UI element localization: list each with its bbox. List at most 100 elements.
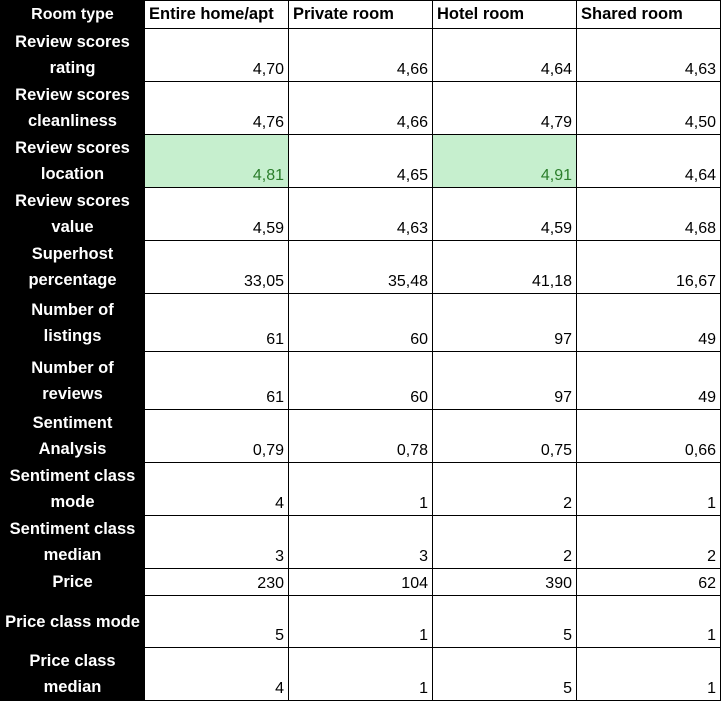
table-row: Number of reviews 61 60 97 49: [0, 351, 721, 410]
column-header-entire-home: Entire home/apt: [144, 0, 289, 29]
row-header-line2: location: [40, 165, 105, 183]
row-header: Number of listings: [0, 293, 145, 352]
row-header: Price class mode: [0, 595, 145, 648]
table-cell: 4,76: [144, 81, 289, 135]
row-header: Price class median: [0, 647, 145, 701]
table-cell: 33,05: [144, 240, 289, 294]
table-cell: 4: [144, 647, 289, 701]
table-cell: 4,64: [576, 134, 721, 188]
row-header-line1: Sentiment class: [9, 520, 136, 538]
row-header-line1: Review scores: [15, 33, 130, 51]
table-cell: 4,66: [288, 81, 433, 135]
table-cell: 4,79: [432, 81, 577, 135]
column-header-hotel-room: Hotel room: [432, 0, 577, 29]
table-cell: 4,70: [144, 28, 289, 82]
table-cell: 97: [432, 293, 577, 352]
table-cell: 0,79: [144, 409, 289, 463]
table-cell: 97: [432, 351, 577, 410]
table-cell: 4,63: [288, 187, 433, 241]
table-cell: 49: [576, 351, 721, 410]
column-header-private-room: Private room: [288, 0, 433, 29]
table-cell: 4,50: [576, 81, 721, 135]
row-header-line2: value: [51, 218, 94, 236]
row-header-line2: reviews: [42, 384, 103, 403]
table-cell: 4,59: [432, 187, 577, 241]
row-header-line2: listings: [43, 326, 102, 345]
table-row: Sentiment Analysis 0,79 0,78 0,75 0,66: [0, 409, 721, 463]
row-header-line1: Number of: [31, 358, 114, 377]
row-header: Review scores value: [0, 187, 145, 241]
table-cell: 1: [576, 595, 721, 648]
table-row: Price class median 4 1 5 1: [0, 647, 721, 701]
row-header-line1: Sentiment class: [9, 467, 136, 485]
table-cell: 4,63: [576, 28, 721, 82]
table-cell: 4,68: [576, 187, 721, 241]
table-cell: 5: [144, 595, 289, 648]
table-cell: 3: [144, 515, 289, 569]
table-row: Price 230 104 390 62: [0, 568, 721, 596]
row-header-line1: Review scores: [15, 86, 130, 104]
table-cell: 1: [288, 647, 433, 701]
row-header-line2: Analysis: [38, 440, 107, 458]
table-row: Sentiment class mode 4 1 2 1: [0, 462, 721, 516]
row-header: Number of reviews: [0, 351, 145, 410]
table-cell: 4,91: [432, 134, 577, 188]
table-row: Superhost percentage 33,05 35,48 41,18 16,67: [0, 240, 721, 294]
table-cell: 60: [288, 351, 433, 410]
table-cell: 1: [576, 462, 721, 516]
table-cell: 4,81: [144, 134, 289, 188]
table-cell: 60: [288, 293, 433, 352]
row-header: Review scores rating: [0, 28, 145, 82]
table-cell: 4,59: [144, 187, 289, 241]
corner-header: Room type: [0, 0, 145, 29]
table-row: Review scores location 4,81 4,65 4,91 4,64: [0, 134, 721, 188]
table-cell: 4,64: [432, 28, 577, 82]
table-cell: 16,67: [576, 240, 721, 294]
table-row: Sentiment class median 3 3 2 2: [0, 515, 721, 569]
table-cell: 35,48: [288, 240, 433, 294]
row-header-line1: Review scores: [15, 192, 130, 210]
table-cell: 0,75: [432, 409, 577, 463]
row-header: Sentiment class median: [0, 515, 145, 569]
table-cell: 2: [432, 515, 577, 569]
table-cell: 5: [432, 647, 577, 701]
table-cell: 5: [432, 595, 577, 648]
header-row: Room type Entire home/apt Private room H…: [0, 0, 721, 29]
row-header: Sentiment class mode: [0, 462, 145, 516]
row-header-line1: Superhost: [31, 245, 114, 263]
table-row: Price class mode 5 1 5 1: [0, 595, 721, 648]
table-cell: 61: [144, 293, 289, 352]
row-header-line1: Price class: [29, 652, 116, 670]
table-cell: 41,18: [432, 240, 577, 294]
table-cell: 1: [576, 647, 721, 701]
table-cell: 0,66: [576, 409, 721, 463]
table-cell: 61: [144, 351, 289, 410]
row-header: Sentiment Analysis: [0, 409, 145, 463]
row-header: Review scores location: [0, 134, 145, 188]
table-cell: 1: [288, 462, 433, 516]
column-header-shared-room: Shared room: [576, 0, 721, 29]
row-header: Superhost percentage: [0, 240, 145, 294]
table-row: Review scores cleanliness 4,76 4,66 4,79 4,50: [0, 81, 721, 135]
table-row: Review scores value 4,59 4,63 4,59 4,68: [0, 187, 721, 241]
table-cell: 62: [576, 568, 721, 596]
row-header-line2: median: [43, 546, 102, 564]
table-cell: 4,66: [288, 28, 433, 82]
row-header-line2: median: [43, 678, 102, 696]
table-cell: 4: [144, 462, 289, 516]
table-cell: 1: [288, 595, 433, 648]
row-header-line1: Number of: [31, 300, 114, 319]
table-cell: 3: [288, 515, 433, 569]
table-row: Review scores rating 4,70 4,66 4,64 4,63: [0, 28, 721, 82]
row-header-line1: Price class mode: [5, 612, 140, 631]
row-header-line1: Review scores: [15, 139, 130, 157]
row-header: Price: [0, 568, 145, 596]
table-cell: 2: [432, 462, 577, 516]
table-cell: 104: [288, 568, 433, 596]
table-row: Number of listings 61 60 97 49: [0, 293, 721, 352]
row-header-line2: mode: [50, 493, 95, 511]
table-cell: 49: [576, 293, 721, 352]
row-header: Review scores cleanliness: [0, 81, 145, 135]
table-cell: 4,65: [288, 134, 433, 188]
